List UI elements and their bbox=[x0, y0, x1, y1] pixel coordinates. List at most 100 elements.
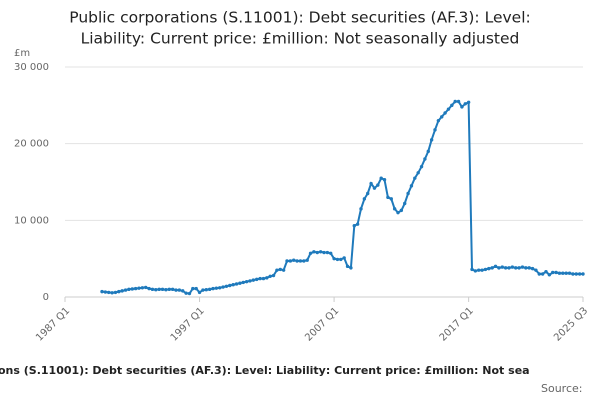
data-point bbox=[557, 271, 562, 275]
data-point bbox=[527, 266, 531, 270]
data-point bbox=[460, 105, 464, 109]
data-point bbox=[231, 283, 235, 287]
data-point bbox=[436, 118, 441, 123]
data-point bbox=[167, 287, 171, 292]
data-point bbox=[221, 285, 225, 289]
data-point bbox=[493, 264, 498, 269]
data-point bbox=[551, 270, 555, 275]
data-point bbox=[517, 266, 521, 270]
data-point bbox=[510, 265, 515, 269]
data-point bbox=[181, 289, 185, 293]
data-point bbox=[376, 183, 380, 187]
data-point bbox=[574, 272, 578, 276]
data-point bbox=[258, 276, 262, 281]
data-point bbox=[302, 259, 306, 263]
data-point bbox=[480, 268, 484, 272]
data-point bbox=[490, 266, 494, 270]
data-point bbox=[285, 259, 289, 263]
data-point bbox=[571, 272, 575, 276]
data-point bbox=[403, 201, 407, 206]
data-point bbox=[389, 197, 393, 201]
data-point bbox=[305, 258, 309, 262]
data-point bbox=[204, 288, 208, 292]
data-point bbox=[170, 287, 175, 292]
data-point bbox=[382, 178, 387, 182]
data-point bbox=[332, 256, 336, 261]
data-point bbox=[214, 286, 219, 290]
data-point bbox=[103, 290, 108, 294]
data-point bbox=[292, 258, 296, 262]
data-point bbox=[281, 268, 286, 272]
data-point bbox=[537, 272, 541, 276]
data-point bbox=[369, 181, 373, 186]
data-point bbox=[157, 287, 161, 292]
data-point bbox=[322, 250, 326, 255]
data-point bbox=[107, 290, 111, 295]
data-point bbox=[268, 274, 272, 278]
data-point bbox=[423, 157, 427, 161]
data-point bbox=[355, 222, 360, 226]
x-tick-label: 2025 Q3 bbox=[552, 305, 590, 343]
data-point bbox=[507, 266, 511, 270]
data-point bbox=[477, 268, 481, 272]
data-point bbox=[453, 99, 457, 104]
data-point bbox=[110, 291, 114, 295]
data-point bbox=[154, 288, 158, 292]
data-point bbox=[150, 287, 155, 292]
data-point bbox=[345, 264, 350, 269]
data-point bbox=[251, 278, 256, 282]
data-point bbox=[567, 271, 572, 275]
data-point bbox=[406, 191, 410, 196]
data-point bbox=[530, 266, 535, 271]
data-point bbox=[271, 273, 276, 278]
data-point bbox=[524, 266, 528, 270]
data-point bbox=[483, 267, 488, 272]
data-point bbox=[339, 257, 343, 262]
data-point bbox=[130, 287, 134, 291]
data-point bbox=[117, 289, 121, 294]
data-point bbox=[487, 266, 491, 271]
data-point bbox=[386, 195, 390, 200]
data-point bbox=[335, 257, 340, 262]
data-point bbox=[315, 250, 319, 255]
x-tick-label: 2017 Q1 bbox=[438, 305, 476, 343]
data-point bbox=[544, 270, 548, 274]
data-point bbox=[191, 286, 195, 291]
data-point bbox=[197, 290, 202, 295]
data-point bbox=[561, 271, 565, 275]
data-point bbox=[144, 285, 148, 290]
data-point bbox=[426, 149, 430, 154]
data-point bbox=[366, 191, 370, 196]
data-point bbox=[234, 282, 239, 286]
data-line bbox=[101, 100, 583, 295]
data-point bbox=[359, 207, 363, 211]
data-point bbox=[248, 279, 252, 283]
data-point bbox=[298, 259, 303, 263]
data-point bbox=[140, 286, 145, 290]
data-point bbox=[133, 286, 138, 291]
data-point bbox=[547, 273, 552, 277]
data-point bbox=[177, 288, 182, 292]
data-point bbox=[174, 288, 178, 292]
data-point bbox=[329, 251, 333, 255]
data-point bbox=[470, 267, 474, 272]
data-point bbox=[275, 268, 279, 272]
data-point bbox=[554, 270, 558, 275]
data-point bbox=[147, 286, 151, 291]
data-point bbox=[520, 265, 525, 269]
data-point bbox=[564, 271, 568, 275]
data-point bbox=[123, 288, 128, 292]
data-point bbox=[160, 287, 165, 292]
data-point bbox=[534, 268, 538, 272]
data-point bbox=[446, 107, 451, 111]
data-point bbox=[379, 176, 383, 180]
data-point bbox=[349, 266, 353, 270]
y-tick-label: 0 bbox=[43, 292, 49, 303]
data-point bbox=[443, 111, 447, 115]
data-point bbox=[207, 287, 212, 292]
data-point bbox=[325, 250, 330, 255]
data-point bbox=[238, 281, 242, 285]
data-point bbox=[429, 138, 434, 142]
data-point bbox=[137, 286, 141, 290]
data-point bbox=[396, 210, 400, 215]
